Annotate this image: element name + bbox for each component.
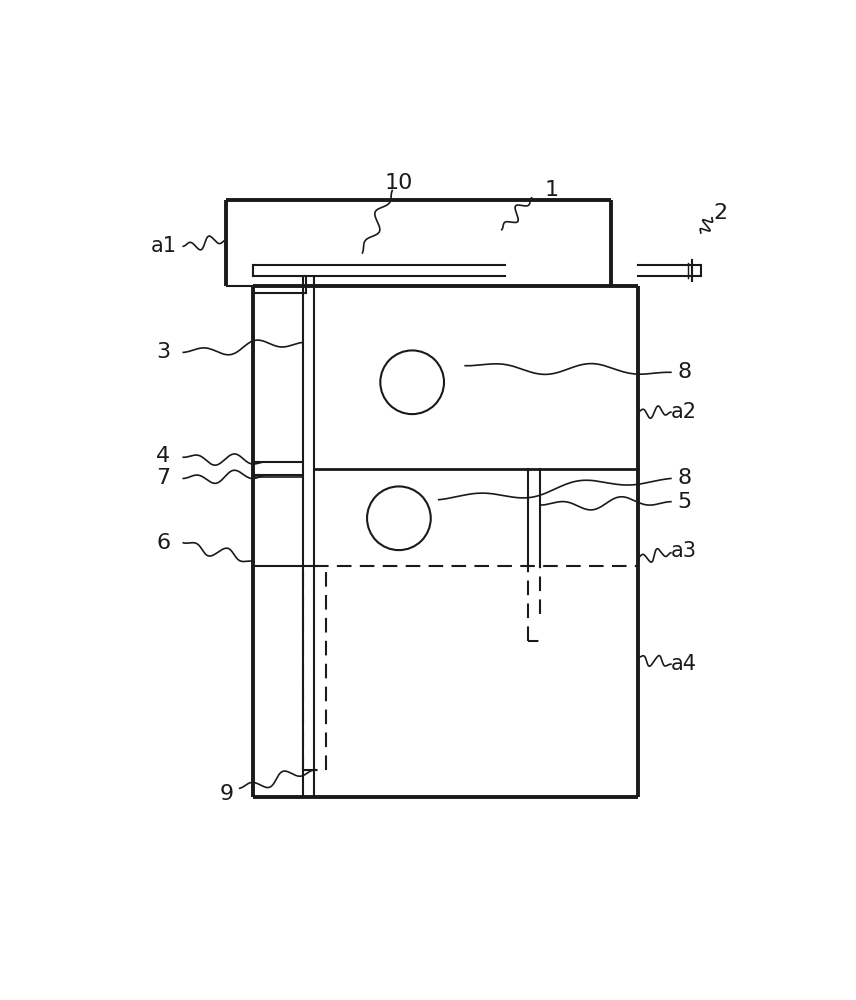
Text: 6: 6 [157,533,170,553]
Text: 2: 2 [714,203,728,223]
Text: 10: 10 [384,173,413,193]
Text: 1: 1 [544,180,559,200]
Text: a2: a2 [671,402,697,422]
Text: a3: a3 [671,541,697,561]
Text: 8: 8 [677,468,692,488]
Text: 7: 7 [157,468,170,488]
Text: a4: a4 [671,654,697,674]
Text: 3: 3 [157,342,170,362]
Text: 9: 9 [219,784,234,804]
Text: 4: 4 [157,446,170,466]
Text: a1: a1 [151,236,176,256]
Text: 5: 5 [677,492,692,512]
Text: 8: 8 [677,362,692,382]
